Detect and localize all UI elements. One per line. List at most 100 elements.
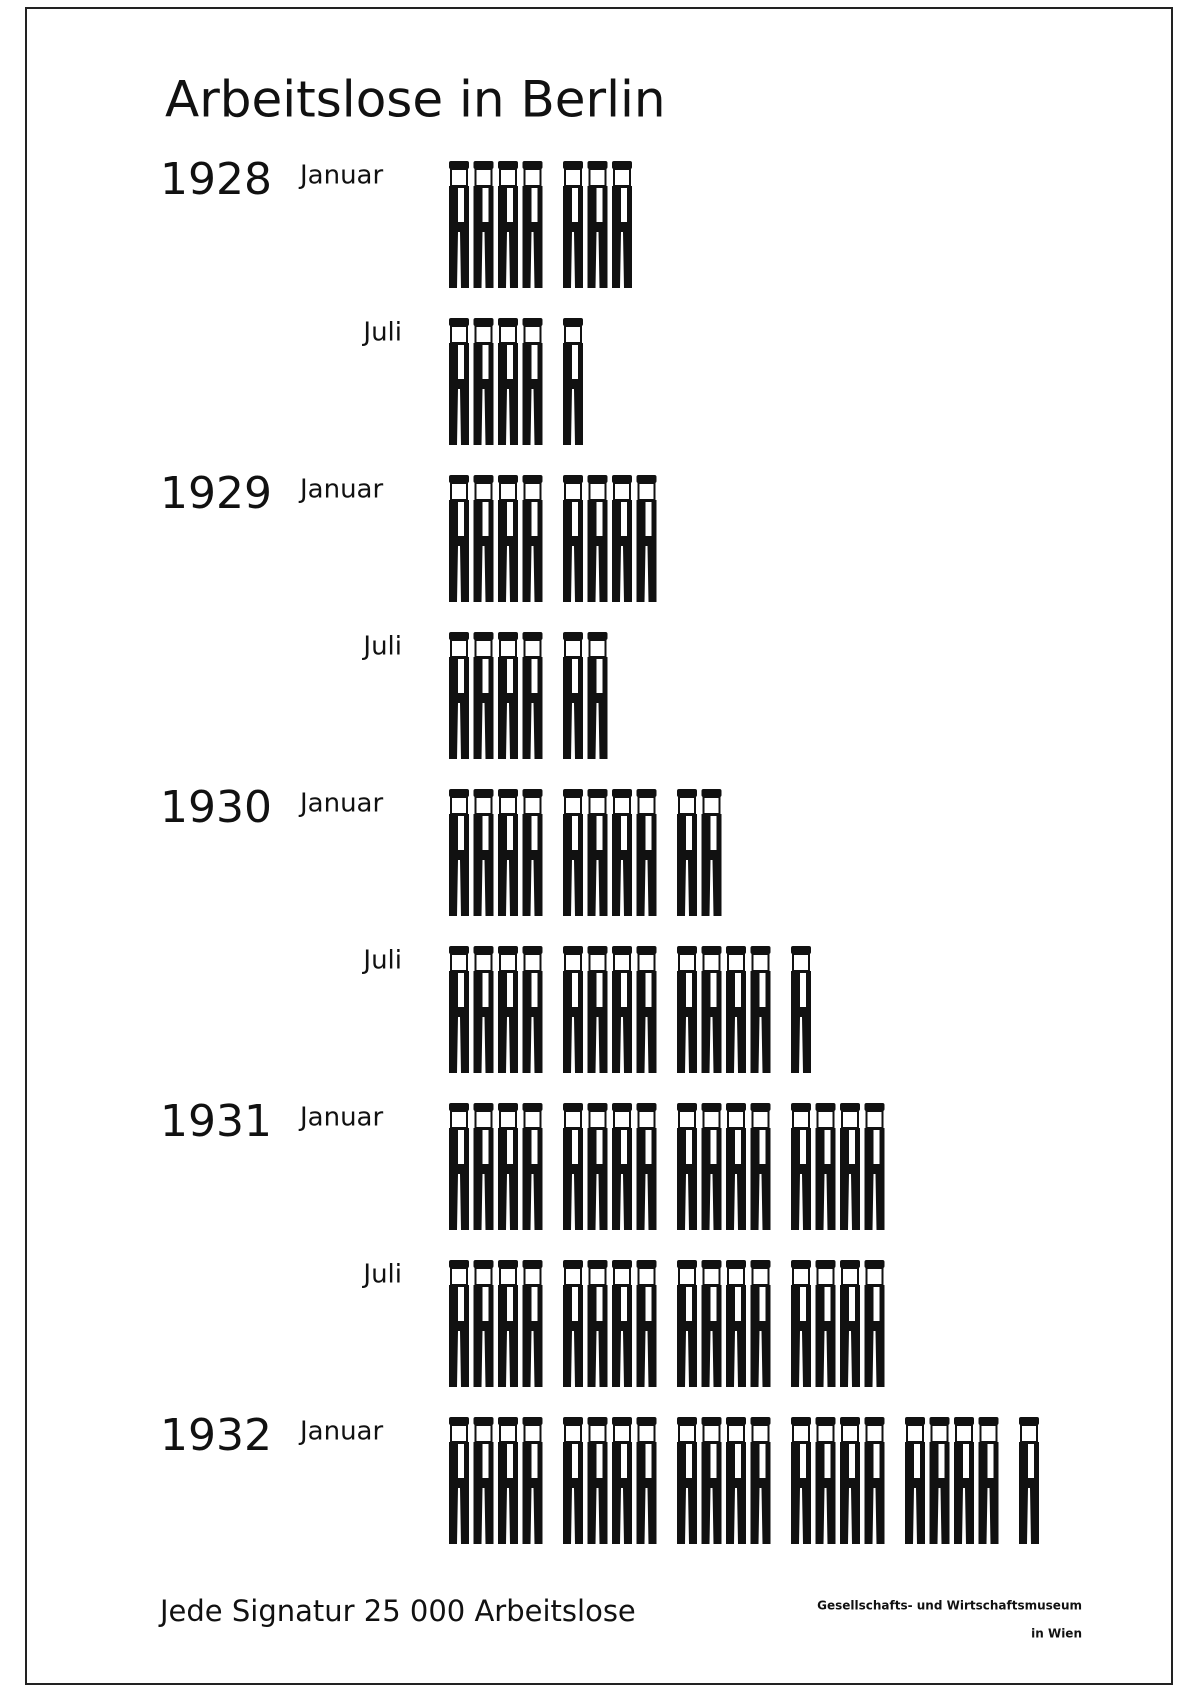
figure <box>472 1259 495 1387</box>
figure <box>562 631 584 759</box>
figure <box>521 1416 544 1544</box>
figure <box>749 1416 772 1544</box>
figure <box>863 1416 886 1544</box>
figure <box>586 1259 609 1387</box>
month-label: Januar <box>298 1103 383 1133</box>
year-label: 1928 <box>160 154 272 205</box>
figure <box>448 631 470 759</box>
pictogram-row <box>448 160 633 288</box>
figure <box>497 160 519 288</box>
pictogram-row <box>448 1102 886 1230</box>
pictogram-row <box>448 788 723 916</box>
figure <box>953 1416 975 1544</box>
figure <box>562 1259 584 1387</box>
figure <box>611 788 633 916</box>
figure <box>839 1102 861 1230</box>
figure <box>472 788 495 916</box>
pictogram-row <box>448 945 812 1073</box>
month-label: Januar <box>298 1417 383 1447</box>
figure <box>521 1259 544 1387</box>
figure <box>562 788 584 916</box>
month-label: Juli <box>361 318 402 348</box>
figure <box>562 1102 584 1230</box>
month-label: Januar <box>298 475 383 505</box>
figure <box>611 1259 633 1387</box>
figure <box>790 1102 812 1230</box>
source: in Wien <box>1031 1627 1082 1641</box>
year-label: 1929 <box>160 468 272 519</box>
figure <box>448 788 470 916</box>
figure <box>562 317 584 445</box>
figure <box>586 474 609 602</box>
figure <box>1018 1416 1040 1544</box>
figure <box>725 1416 747 1544</box>
figure <box>635 1416 658 1544</box>
figure <box>700 945 723 1073</box>
figure <box>635 788 658 916</box>
figure <box>448 160 470 288</box>
figure <box>586 1416 609 1544</box>
figure <box>497 788 519 916</box>
figure <box>790 945 812 1073</box>
figure <box>790 1416 812 1544</box>
figure <box>497 1259 519 1387</box>
pictogram-row <box>448 631 609 759</box>
figure <box>928 1416 951 1544</box>
figure <box>749 1259 772 1387</box>
year-label: 1932 <box>160 1410 272 1461</box>
figure <box>635 945 658 1073</box>
figure <box>839 1259 861 1387</box>
figure <box>586 160 609 288</box>
figure <box>725 1102 747 1230</box>
figure <box>676 1259 698 1387</box>
figure <box>521 474 544 602</box>
figure <box>472 1102 495 1230</box>
figure <box>521 317 544 445</box>
figure <box>814 1416 837 1544</box>
pictogram-row <box>448 1416 1040 1544</box>
frame <box>25 7 1173 1685</box>
figure <box>521 788 544 916</box>
year-label: 1931 <box>160 1096 272 1147</box>
figure <box>472 945 495 1073</box>
figure <box>472 317 495 445</box>
figure <box>448 474 470 602</box>
figure <box>448 317 470 445</box>
month-label: Juli <box>361 632 402 662</box>
figure <box>472 474 495 602</box>
figure <box>676 788 698 916</box>
figure <box>749 1102 772 1230</box>
figure <box>725 1259 747 1387</box>
figure <box>635 1102 658 1230</box>
figure <box>497 1416 519 1544</box>
figure <box>586 1102 609 1230</box>
pictogram-row <box>448 474 658 602</box>
month-label: Juli <box>361 946 402 976</box>
figure <box>472 160 495 288</box>
figure <box>611 1102 633 1230</box>
figure <box>448 1102 470 1230</box>
figure <box>863 1259 886 1387</box>
figure <box>814 1102 837 1230</box>
figure <box>562 160 584 288</box>
figure <box>497 1102 519 1230</box>
month-label: Juli <box>361 1260 402 1290</box>
month-label: Januar <box>298 789 383 819</box>
figure <box>448 945 470 1073</box>
figure <box>977 1416 1000 1544</box>
figure <box>635 1259 658 1387</box>
figure <box>611 160 633 288</box>
figure <box>839 1416 861 1544</box>
figure <box>749 945 772 1073</box>
figure <box>863 1102 886 1230</box>
figure <box>448 1416 470 1544</box>
figure <box>904 1416 926 1544</box>
figure <box>635 474 658 602</box>
figure <box>562 945 584 1073</box>
figure <box>700 1259 723 1387</box>
pictogram-row <box>448 1259 886 1387</box>
figure <box>611 474 633 602</box>
figure <box>611 1416 633 1544</box>
year-label: 1930 <box>160 782 272 833</box>
